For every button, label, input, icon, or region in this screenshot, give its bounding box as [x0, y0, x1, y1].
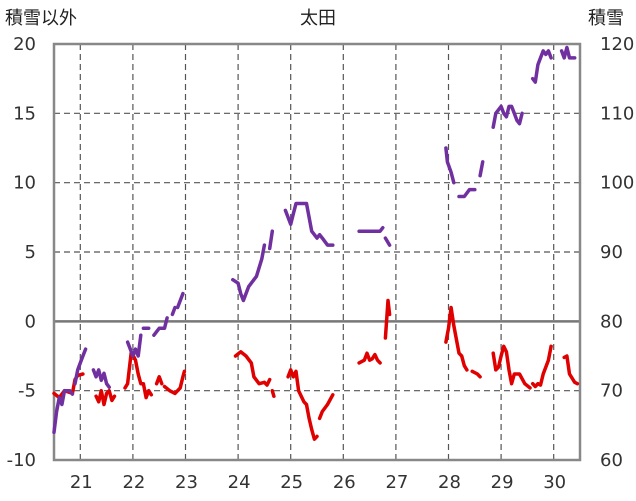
- series-1-line: [162, 369, 187, 396]
- right-tick-label: 90: [600, 242, 623, 263]
- x-tick-label: 21: [70, 472, 93, 493]
- right-tick-label: 110: [600, 103, 634, 124]
- left-tick-label: 15: [13, 103, 36, 124]
- series-2-line: [231, 243, 267, 303]
- series-2-line: [491, 104, 524, 129]
- right-tick-label: 80: [600, 311, 623, 332]
- series-2-line: [383, 236, 392, 247]
- grid: [54, 44, 580, 460]
- left-tick-label: 10: [13, 173, 36, 194]
- right-axis-label: 積雪: [588, 8, 624, 29]
- series-2-line: [444, 146, 456, 185]
- series-2-line: [73, 347, 88, 386]
- series-1-line: [94, 388, 117, 407]
- x-tick-label: 22: [122, 472, 145, 493]
- right-tick-label: 100: [600, 173, 634, 194]
- plot-border: [52, 42, 582, 462]
- right-tick-label: 70: [600, 381, 623, 402]
- series-1-line: [444, 305, 469, 372]
- series-1-line: [286, 368, 319, 441]
- left-tick-label: -5: [18, 381, 36, 402]
- series-2-line: [152, 316, 169, 337]
- series-2-line: [559, 45, 577, 60]
- left-tick-label: 0: [25, 311, 36, 332]
- x-tick-label: 27: [385, 472, 408, 493]
- series-2-line: [267, 229, 275, 251]
- series-2-line: [125, 333, 143, 358]
- left-tick-label: 5: [25, 242, 36, 263]
- series-group: [52, 45, 580, 441]
- series-2-line: [457, 187, 477, 199]
- right-tick-label: 120: [600, 34, 634, 55]
- series-1-line: [383, 298, 392, 340]
- series-1-line: [491, 344, 532, 390]
- x-tick-label: 28: [438, 472, 461, 493]
- series-2-line: [52, 388, 75, 435]
- series-1-line: [562, 354, 580, 386]
- series-2-line: [91, 368, 111, 389]
- x-tick-label: 23: [175, 472, 198, 493]
- series-1-line: [470, 369, 482, 379]
- series-1-line: [233, 350, 272, 387]
- series-2-line: [170, 305, 177, 317]
- left-tick-label: 20: [13, 34, 36, 55]
- x-tick-label: 26: [333, 472, 356, 493]
- x-tick-label: 25: [280, 472, 303, 493]
- series-1-line: [52, 372, 85, 400]
- left-axis-label: 積雪以外: [5, 8, 77, 29]
- x-tick-label: 30: [543, 472, 566, 493]
- series-2-line: [357, 225, 385, 233]
- series-2-line: [530, 49, 553, 84]
- right-tick-label: 60: [600, 450, 623, 471]
- series-2-line: [283, 201, 335, 247]
- x-tick-label: 24: [228, 472, 251, 493]
- series-1-line: [154, 375, 164, 386]
- series-1-line: [530, 344, 553, 389]
- x-tick-label: 29: [491, 472, 514, 493]
- series-2-line: [478, 160, 485, 178]
- series-2-line: [175, 291, 185, 310]
- left-tick-label: -10: [7, 450, 36, 471]
- series-1-line: [123, 350, 154, 400]
- tick-labels: 20 15 10 5 0 -5 -10 120 110 100 90 80 70 60 21 22 23 24 25…: [7, 34, 635, 493]
- plot-frame: [52, 42, 582, 462]
- chart-title: 太田: [300, 8, 336, 29]
- series-1-line: [317, 393, 335, 421]
- series-1-line: [270, 388, 276, 398]
- series-1-line: [357, 351, 382, 365]
